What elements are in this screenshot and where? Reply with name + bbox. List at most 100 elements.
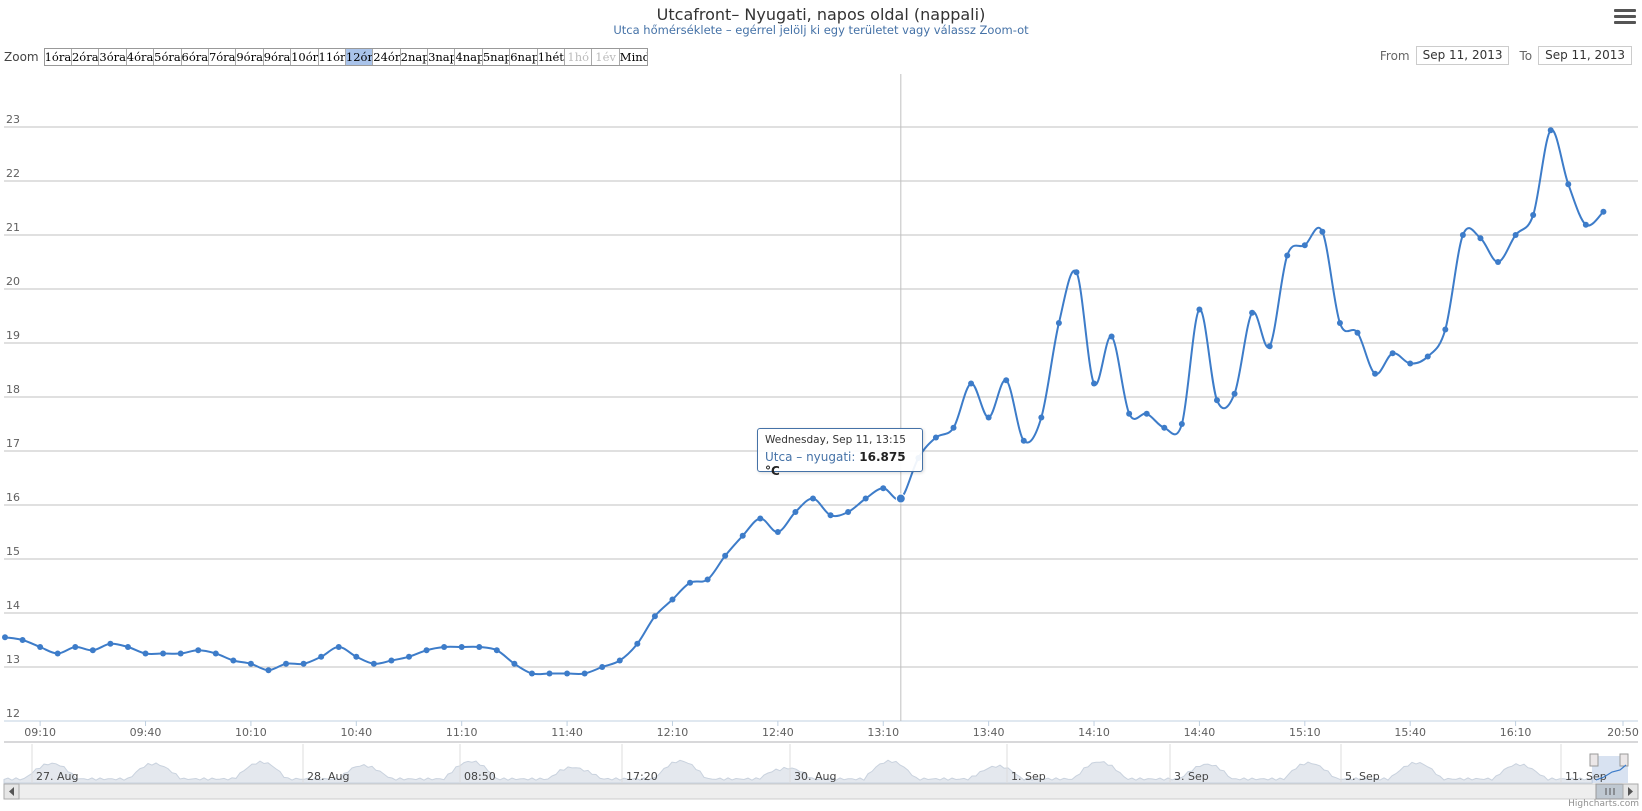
data-point[interactable]: [880, 485, 887, 492]
data-point[interactable]: [722, 552, 729, 559]
data-point[interactable]: [2, 634, 8, 641]
data-point[interactable]: [300, 660, 307, 667]
data-point[interactable]: [1565, 181, 1572, 188]
zoom-button-16[interactable]: 5nap: [482, 49, 511, 65]
zoom-button-18[interactable]: 1hét: [537, 49, 566, 65]
data-point[interactable]: [388, 657, 395, 664]
data-point[interactable]: [1459, 232, 1466, 238]
data-point[interactable]: [1407, 360, 1414, 367]
data-point[interactable]: [423, 647, 430, 654]
data-point[interactable]: [160, 650, 167, 657]
zoom-button-5[interactable]: 6óra: [181, 49, 209, 65]
data-point[interactable]: [1196, 306, 1203, 313]
zoom-button-8[interactable]: 9óra: [263, 49, 292, 65]
data-point[interactable]: [687, 579, 694, 586]
zoom-button-2[interactable]: 3óra: [99, 49, 127, 65]
data-point[interactable]: [511, 660, 518, 667]
data-point[interactable]: [1143, 410, 1150, 417]
data-point[interactable]: [599, 664, 606, 670]
data-point[interactable]: [1161, 424, 1168, 431]
data-point[interactable]: [265, 667, 272, 674]
data-point[interactable]: [177, 650, 184, 657]
data-point[interactable]: [1108, 333, 1115, 340]
data-point[interactable]: [757, 515, 764, 522]
data-point[interactable]: [968, 380, 975, 387]
data-point[interactable]: [1424, 353, 1431, 360]
data-point[interactable]: [792, 509, 799, 516]
data-point[interactable]: [669, 596, 676, 603]
data-point[interactable]: [1495, 259, 1502, 265]
data-point[interactable]: [616, 657, 623, 664]
data-point[interactable]: [1126, 410, 1133, 417]
data-point[interactable]: [1600, 208, 1607, 215]
data-point[interactable]: [862, 495, 869, 502]
navigator-left-handle[interactable]: [1589, 753, 1599, 767]
zoom-button-7[interactable]: 9óra: [236, 49, 264, 65]
data-point[interactable]: [124, 644, 131, 651]
zoom-button-6[interactable]: 7óra: [208, 49, 237, 65]
data-point[interactable]: [1301, 242, 1308, 249]
data-point[interactable]: [528, 670, 535, 677]
data-point[interactable]: [1178, 421, 1185, 427]
zoom-button-15[interactable]: 4nap: [455, 49, 483, 65]
zoom-button-9[interactable]: 10óra: [291, 49, 319, 65]
data-point[interactable]: [212, 650, 219, 657]
data-point[interactable]: [476, 644, 483, 651]
data-point[interactable]: [458, 644, 465, 651]
data-point[interactable]: [335, 644, 342, 651]
data-point[interactable]: [950, 424, 957, 431]
data-point[interactable]: [1512, 232, 1519, 238]
data-point[interactable]: [704, 576, 711, 583]
zoom-button-13[interactable]: 2nap: [400, 49, 429, 65]
data-point[interactable]: [37, 644, 44, 651]
data-point[interactable]: [1073, 269, 1080, 276]
data-point[interactable]: [1284, 252, 1291, 259]
hamburger-menu-icon[interactable]: [1614, 6, 1636, 26]
zoom-button-21[interactable]: Mind: [619, 49, 648, 65]
data-point[interactable]: [827, 512, 834, 519]
zoom-button-0[interactable]: 1óra: [44, 49, 72, 65]
zoom-button-12[interactable]: 24óra: [373, 49, 401, 65]
data-point[interactable]: [19, 637, 26, 643]
data-point[interactable]: [1389, 350, 1396, 357]
navigator-right-handle[interactable]: [1619, 753, 1629, 767]
data-point[interactable]: [651, 613, 658, 620]
data-point[interactable]: [89, 647, 96, 654]
data-point[interactable]: [1231, 390, 1238, 397]
data-point[interactable]: [985, 414, 992, 421]
data-point[interactable]: [1249, 309, 1256, 316]
data-point[interactable]: [581, 670, 588, 677]
data-point[interactable]: [895, 493, 906, 504]
data-point[interactable]: [493, 647, 500, 654]
zoom-button-17[interactable]: 6nap: [510, 49, 538, 65]
data-point[interactable]: [318, 653, 325, 660]
data-point[interactable]: [739, 532, 746, 539]
data-point[interactable]: [142, 650, 149, 657]
credits-link[interactable]: Highcharts.com: [1568, 799, 1639, 809]
data-point[interactable]: [932, 434, 939, 441]
data-point[interactable]: [1582, 221, 1589, 228]
data-point[interactable]: [1038, 414, 1045, 421]
data-point[interactable]: [72, 644, 79, 651]
data-point[interactable]: [1442, 326, 1449, 333]
data-point[interactable]: [370, 660, 377, 667]
data-point[interactable]: [845, 509, 852, 516]
data-point[interactable]: [353, 653, 360, 660]
data-point[interactable]: [1003, 377, 1010, 384]
zoom-button-14[interactable]: 3nap: [428, 49, 456, 65]
zoom-button-3[interactable]: 4óra: [126, 49, 155, 65]
data-point[interactable]: [283, 660, 290, 667]
data-point[interactable]: [1530, 212, 1537, 219]
data-point[interactable]: [809, 495, 816, 502]
data-point[interactable]: [107, 640, 114, 647]
zoom-button-10[interactable]: 11óra: [318, 49, 346, 65]
data-point[interactable]: [1020, 437, 1027, 444]
data-point[interactable]: [564, 670, 571, 677]
data-point[interactable]: [405, 653, 412, 660]
data-point[interactable]: [441, 644, 448, 651]
to-date-input[interactable]: Sep 11, 2013: [1538, 46, 1632, 65]
navigator[interactable]: 27. Aug 28. Aug 08:50 17:20 30. Aug 1. Sep 3. …: [3, 741, 1639, 800]
data-point[interactable]: [1547, 127, 1554, 134]
data-point[interactable]: [1055, 320, 1062, 327]
